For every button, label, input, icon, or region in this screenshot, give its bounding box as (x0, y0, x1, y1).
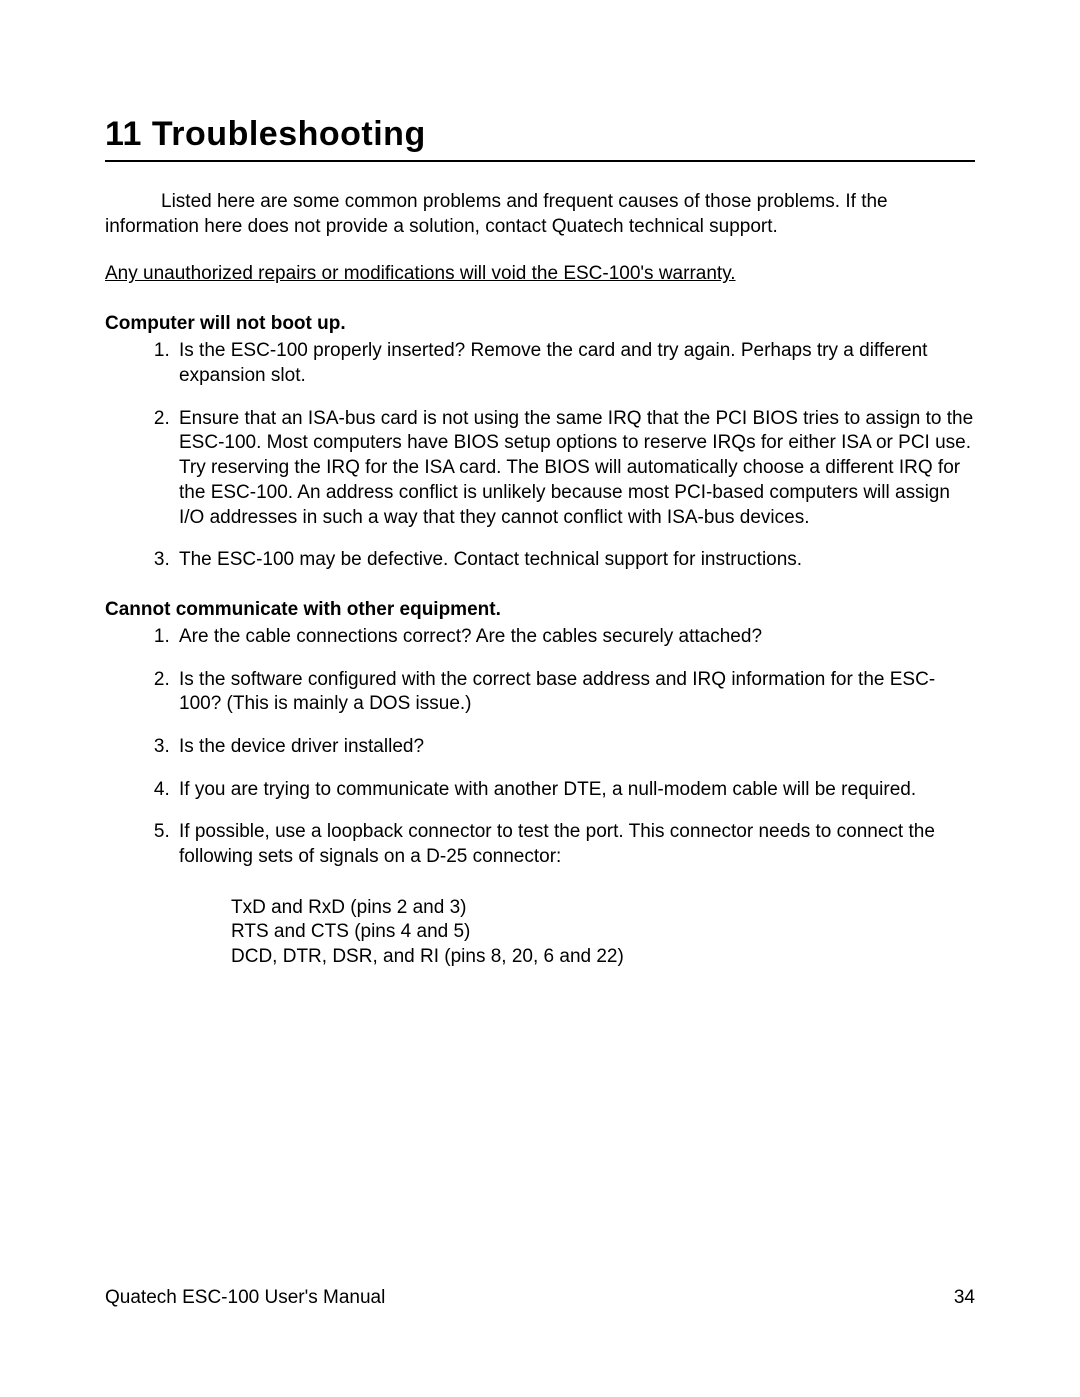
manual-page: 11 Troubleshooting Listed here are some … (0, 0, 1080, 1397)
footer-page-number: 34 (954, 1287, 975, 1309)
list-item: Is the software configured with the corr… (175, 668, 975, 717)
chapter-name: Troubleshooting (152, 115, 426, 153)
section-heading: Computer will not boot up. (105, 313, 975, 335)
warranty-notice: Any unauthorized repairs or modification… (105, 263, 975, 285)
signal-line: TxD and RxD (pins 2 and 3) (231, 896, 975, 921)
section-communicate: Cannot communicate with other equipment.… (105, 599, 975, 970)
list-item: Is the ESC-100 properly inserted? Remove… (175, 339, 975, 388)
list-item: Is the device driver installed? (175, 735, 975, 760)
footer-manual-title: Quatech ESC-100 User's Manual (105, 1287, 385, 1309)
section-boot: Computer will not boot up. Is the ESC-10… (105, 313, 975, 573)
signal-line: DCD, DTR, DSR, and RI (pins 8, 20, 6 and… (231, 945, 975, 970)
list-item: Are the cable connections correct? Are t… (175, 625, 975, 650)
intro-paragraph: Listed here are some common problems and… (105, 190, 975, 239)
section-list: Are the cable connections correct? Are t… (105, 625, 975, 870)
list-item: The ESC-100 may be defective. Contact te… (175, 548, 975, 573)
list-item: Ensure that an ISA-bus card is not using… (175, 407, 975, 530)
signal-line: RTS and CTS (pins 4 and 5) (231, 920, 975, 945)
chapter-title: 11 Troubleshooting (105, 115, 975, 154)
page-footer: Quatech ESC-100 User's Manual 34 (105, 1287, 975, 1309)
list-item: If you are trying to communicate with an… (175, 778, 975, 803)
section-list: Is the ESC-100 properly inserted? Remove… (105, 339, 975, 573)
list-item: If possible, use a loopback connector to… (175, 820, 975, 869)
signal-pin-block: TxD and RxD (pins 2 and 3) RTS and CTS (… (231, 896, 975, 970)
title-rule (105, 160, 975, 162)
section-heading: Cannot communicate with other equipment. (105, 599, 975, 621)
chapter-number: 11 (105, 115, 142, 153)
